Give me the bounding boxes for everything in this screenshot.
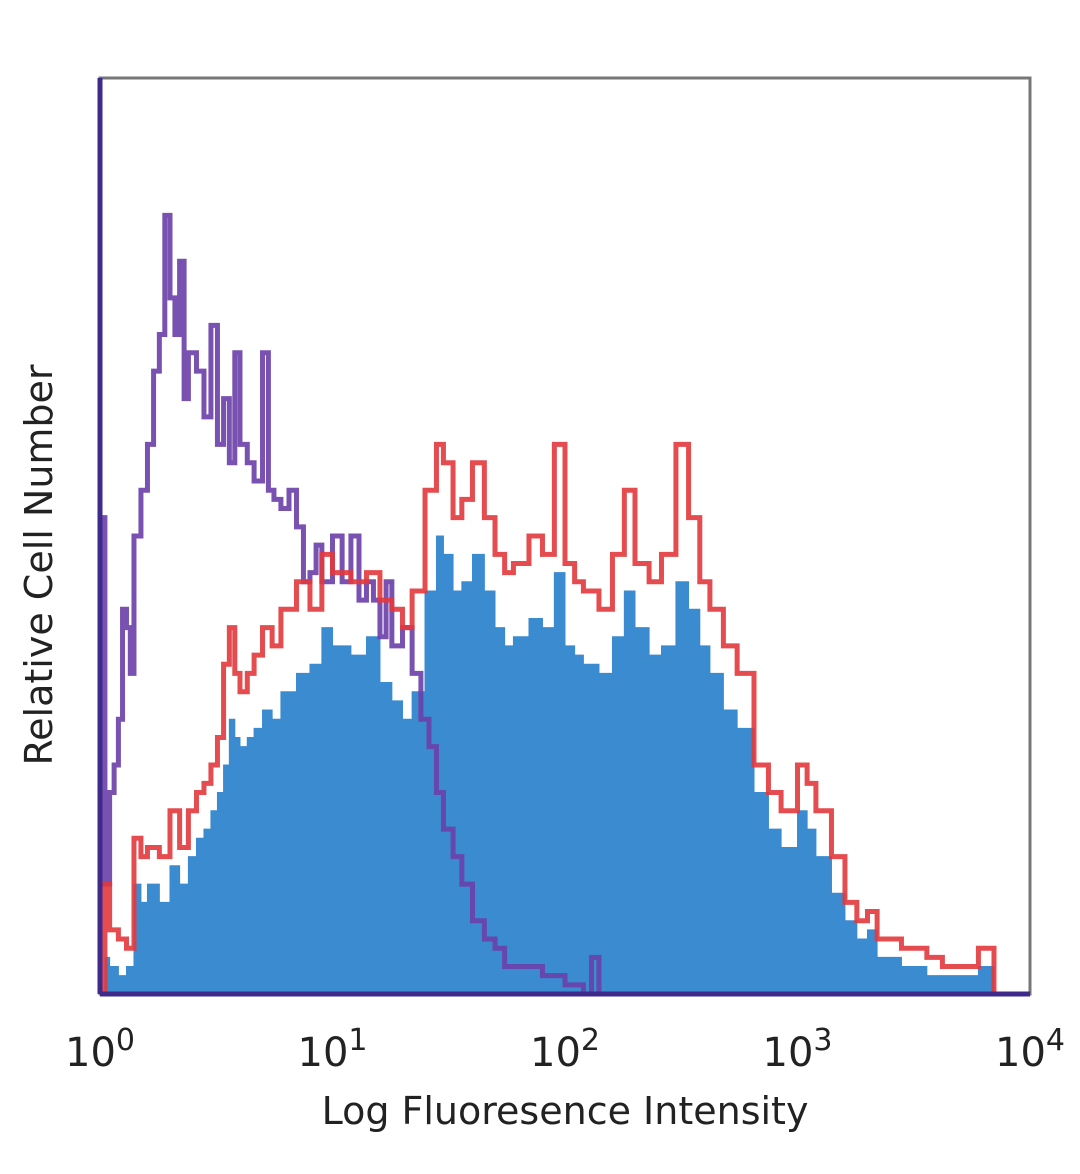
plot-area xyxy=(100,212,997,997)
y-axis-label: Relative Cell Number xyxy=(17,364,61,765)
x-tick-exponent: 1 xyxy=(348,1023,367,1058)
x-tick-exponent: 3 xyxy=(813,1023,832,1058)
x-tick-label: 103 xyxy=(763,1023,833,1076)
x-tick-base: 10 xyxy=(530,1030,581,1076)
x-tick-base: 10 xyxy=(995,1030,1046,1076)
x-tick-exponent: 2 xyxy=(581,1023,600,1058)
histogram-outline-series-1 xyxy=(100,441,997,997)
x-axis-label: Log Fluoresence Intensity xyxy=(322,1089,809,1133)
x-tick-labels: 100 101 102 103 104 xyxy=(65,1023,1065,1076)
x-tick-base: 10 xyxy=(763,1030,814,1076)
x-tick-label: 101 xyxy=(298,1023,368,1076)
x-tick-label: 104 xyxy=(995,1023,1065,1076)
x-tick-label: 102 xyxy=(530,1023,600,1076)
x-tick-base: 10 xyxy=(65,1030,116,1076)
histogram-outline-series-0 xyxy=(100,212,635,997)
x-tick-base: 10 xyxy=(298,1030,349,1076)
histogram-filled-series xyxy=(100,535,995,995)
x-tick-exponent: 0 xyxy=(116,1023,135,1058)
x-tick-label: 100 xyxy=(65,1023,135,1076)
x-tick-exponent: 4 xyxy=(1046,1023,1065,1058)
